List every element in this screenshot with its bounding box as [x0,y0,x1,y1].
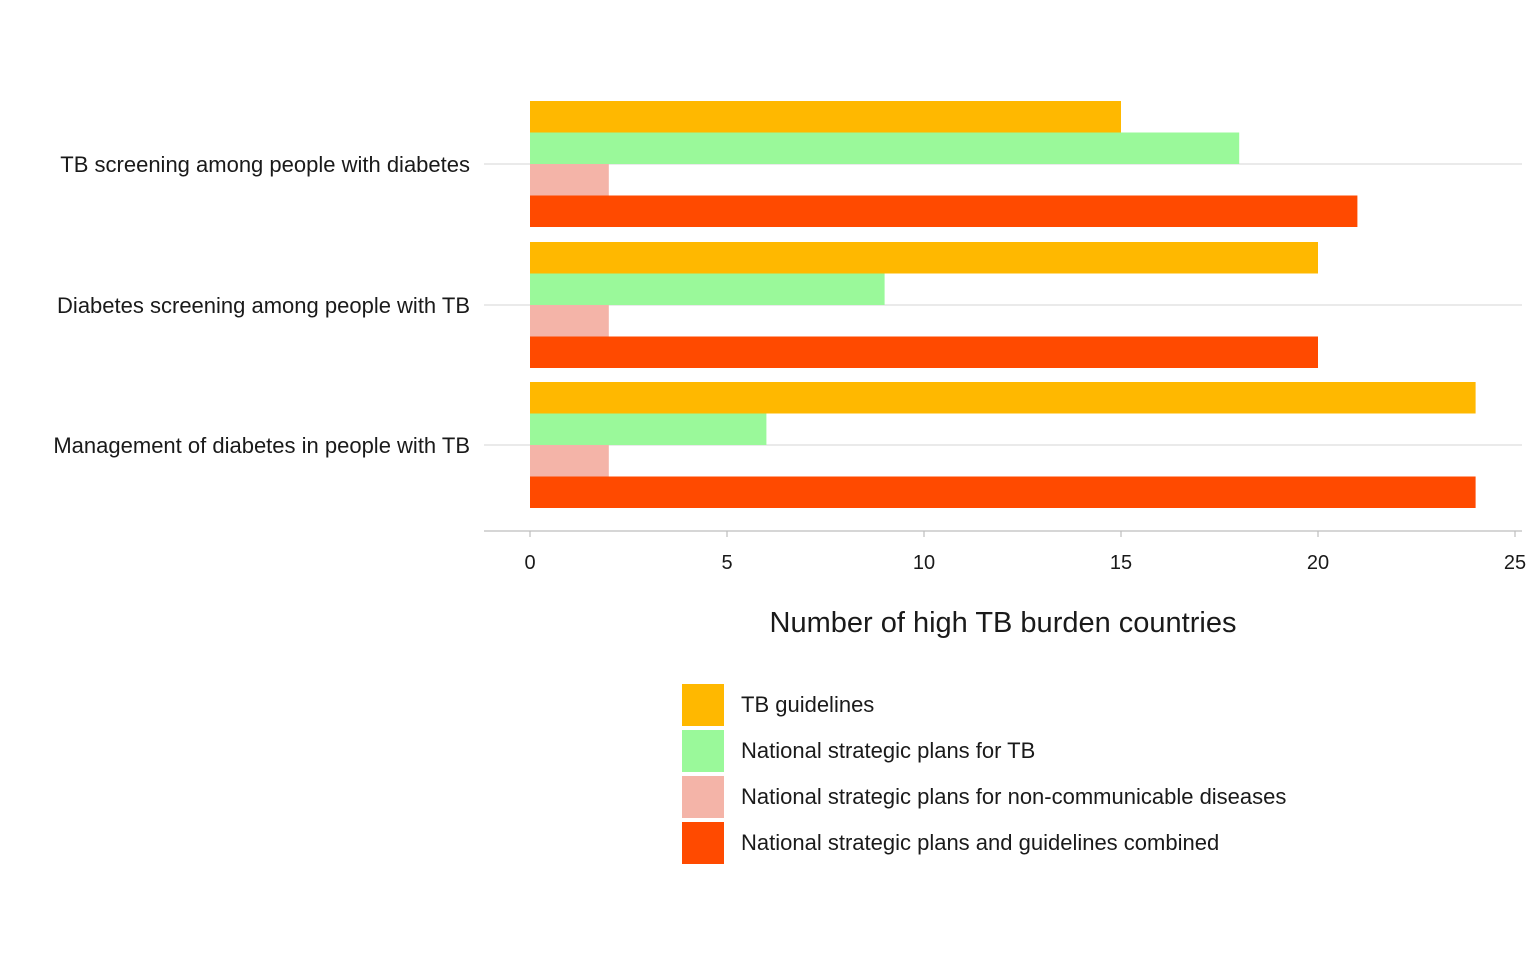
bar [530,305,609,337]
bar [530,164,609,196]
x-axis-title: Number of high TB burden countries [770,607,1237,639]
bar [530,476,1476,508]
bar [530,445,609,477]
tick-label: 5 [721,552,732,574]
legend-swatch [682,684,724,726]
legend-swatch [682,776,724,818]
legend-item: National strategic plans for non-communi… [682,774,1286,820]
bar [530,336,1318,368]
bars [530,101,1476,508]
bar [530,382,1476,414]
bar [530,195,1358,227]
bar [530,413,767,445]
legend: TB guidelines National strategic plans fo… [682,682,1286,866]
tick-label: 0 [524,552,535,574]
legend-label: National strategic plans and guidelines … [741,830,1220,855]
legend-label: TB guidelines [741,692,875,717]
category-labels: TB screening among people with diabetes D… [53,152,470,458]
category-label: Management of diabetes in people with TB [53,433,470,458]
legend-swatch [682,822,724,864]
bar [530,132,1240,164]
legend-item: National strategic plans and guidelines … [682,820,1286,866]
tick-label: 10 [913,552,935,574]
bar [530,242,1318,274]
bar [530,101,1121,133]
tick-label: 15 [1110,552,1132,574]
bar [530,273,885,305]
legend-swatch [682,730,724,772]
category-label: TB screening among people with diabetes [60,152,470,177]
legend-item: National strategic plans for TB [682,728,1286,774]
category-label: Diabetes screening among people with TB [57,293,470,318]
tick-label: 20 [1307,552,1329,574]
tick-label: 25 [1504,552,1526,574]
legend-label: National strategic plans for non-communi… [741,784,1287,809]
legend-label: National strategic plans for TB [741,738,1036,763]
legend-item: TB guidelines [682,682,1286,728]
x-ticks: 0 5 10 15 20 25 [524,531,1526,574]
